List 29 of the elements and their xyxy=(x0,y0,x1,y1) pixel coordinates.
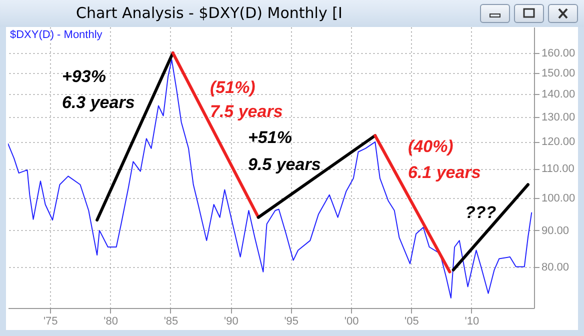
text: $DXY(D) - Monthly xyxy=(10,29,103,41)
annotation: 7.5 years xyxy=(210,102,283,121)
line-series xyxy=(8,59,532,299)
annotation: +51% xyxy=(248,128,292,147)
x-tick-label: '90 xyxy=(224,316,238,328)
annotation: (40%) xyxy=(408,137,454,156)
chart-title: Chart Analysis - $DXY(D) Monthly [I xyxy=(76,4,342,22)
x-tick-label: '85 xyxy=(164,316,178,328)
x-tick-label: '00 xyxy=(344,316,359,328)
y-tick-label: 160.00 xyxy=(542,47,576,60)
x-tick-label: '80 xyxy=(104,316,118,328)
y-tick-label: 120.00 xyxy=(542,136,576,148)
y-tick-label: 130.00 xyxy=(542,111,576,124)
annotation: (51%) xyxy=(210,78,256,97)
y-tick-label: 110.00 xyxy=(542,163,574,176)
y-tick-label: 80.00 xyxy=(542,261,570,274)
annotation: 6.1 years xyxy=(408,163,481,182)
x-tick-label: '75 xyxy=(43,316,58,328)
annotation: ??? xyxy=(465,203,497,222)
x-tick-label: '95 xyxy=(284,316,299,328)
annotation: +93% xyxy=(62,67,106,86)
annotation: 6.3 years xyxy=(62,93,135,112)
annotation: 9.5 years xyxy=(248,155,321,174)
y-tick-label: 90.00 xyxy=(542,224,570,237)
y-tick-label: 140.00 xyxy=(542,88,576,101)
y-tick-label: 100.00 xyxy=(542,192,576,204)
x-tick-label: '05 xyxy=(404,316,419,328)
y-tick-label: 150.00 xyxy=(542,67,576,80)
x-tick-label: '10 xyxy=(464,316,480,328)
